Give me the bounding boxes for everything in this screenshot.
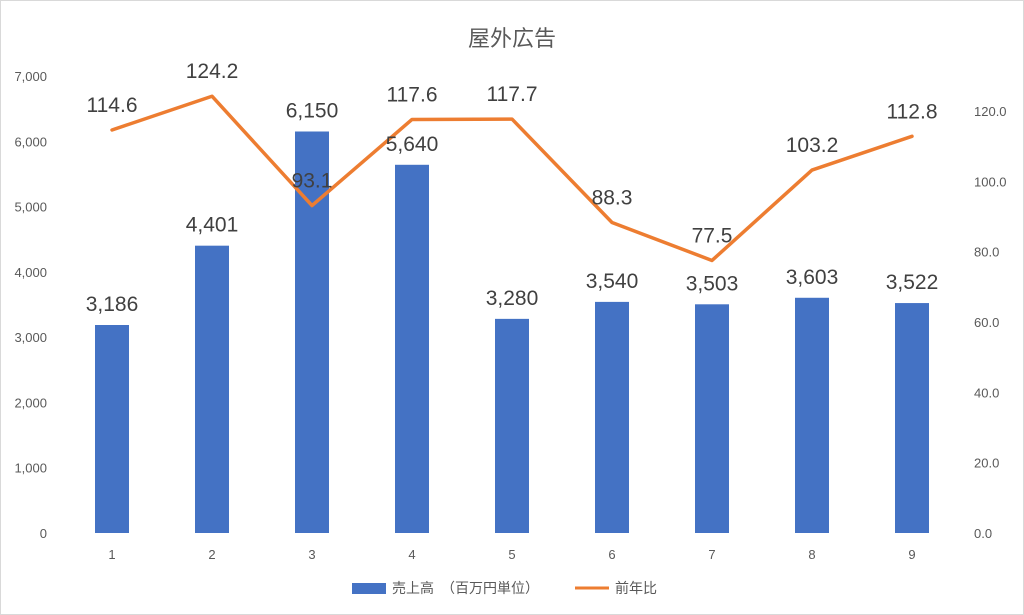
right-tick-label: 80.0 [974, 245, 999, 260]
line-data-label: 88.3 [592, 186, 633, 209]
legend-bar-label: 売上高 （百万円単位） [392, 580, 539, 597]
x-tick-label-6: 6 [608, 547, 615, 562]
x-tick-label-5: 5 [508, 547, 515, 562]
left-tick-label: 7,000 [14, 69, 47, 84]
left-tick-label: 5,000 [14, 200, 47, 215]
line-series [110, 94, 914, 263]
bar-data-label: 5,640 [386, 133, 439, 156]
line-data-label: 124.2 [186, 60, 239, 83]
legend-line-label: 前年比 [615, 580, 657, 597]
right-tick-label: 60.0 [974, 315, 999, 330]
line-data-label: 112.8 [887, 100, 938, 123]
bar-2 [195, 245, 229, 534]
line-data-label: 93.1 [292, 170, 333, 193]
bar-data-label: 4,401 [186, 214, 239, 237]
bar-data-label: 3,522 [886, 271, 939, 294]
bar-data-labels: 3,186 4,401 6,150 5,640 3,280 3,540 3,503 3,603… [86, 99, 939, 316]
left-tick-label: 3,000 [14, 330, 47, 345]
right-tick-label: 100.0 [974, 174, 1007, 189]
x-tick-label-9: 9 [908, 547, 915, 562]
bar-9 [895, 303, 929, 533]
right-tick-label: 120.0 [974, 104, 1007, 119]
left-tick-label: 2,000 [14, 395, 47, 410]
bar-8 [795, 297, 829, 533]
bar-6 [595, 301, 629, 533]
line-data-label: 117.7 [487, 83, 538, 106]
left-tick-label: 6,000 [14, 134, 47, 149]
left-tick-label: 0 [40, 526, 47, 541]
right-tick-label: 40.0 [974, 385, 999, 400]
x-tick-label-4: 4 [408, 547, 415, 562]
x-tick-label-2: 2 [208, 547, 215, 562]
left-tick-label: 1,000 [14, 461, 47, 476]
line-data-label: 77.5 [692, 224, 733, 247]
line-data-label: 114.6 [87, 94, 138, 117]
left-tick-label: 4,000 [14, 265, 47, 280]
bar-3 [295, 131, 329, 533]
x-tick-label-1: 1 [108, 547, 115, 562]
bar-data-label: 3,503 [686, 272, 739, 295]
bar-data-label: 3,540 [586, 270, 639, 293]
line-path [110, 94, 914, 263]
x-tick-label-3: 3 [308, 547, 315, 562]
x-tick-label-7: 7 [708, 547, 715, 562]
line-data-label: 103.2 [786, 134, 839, 157]
right-axis-tick-labels: 0.0 20.0 40.0 60.0 80.0 100.0 120.0 [974, 104, 1007, 541]
x-axis-tick-labels: 1 2 3 4 5 6 7 8 9 [108, 547, 915, 562]
legend-bar-swatch [352, 583, 386, 594]
legend: 売上高 （百万円単位） 前年比 [352, 580, 657, 597]
right-tick-label: 0.0 [974, 526, 992, 541]
x-tick-label-8: 8 [808, 547, 815, 562]
bar-5 [495, 318, 529, 533]
left-axis-tick-labels: 0 1,000 2,000 3,000 4,000 5,000 6,000 7,000 [14, 69, 47, 541]
bar-7 [695, 304, 729, 533]
chart-title: 屋外広告 [468, 27, 556, 52]
bar-data-label: 6,150 [286, 99, 339, 122]
line-data-labels: 114.6 124.2 93.1 117.6 117.7 88.3 77.5 103.2 112… [87, 60, 938, 247]
bar-4 [395, 164, 429, 533]
bar-data-label: 3,280 [486, 287, 539, 310]
bar-data-label: 3,603 [786, 266, 839, 289]
line-data-label: 117.6 [387, 83, 438, 106]
right-tick-label: 20.0 [974, 456, 999, 471]
bar-1 [95, 324, 129, 533]
bar-series [95, 131, 929, 534]
bar-data-label: 3,186 [86, 293, 139, 316]
